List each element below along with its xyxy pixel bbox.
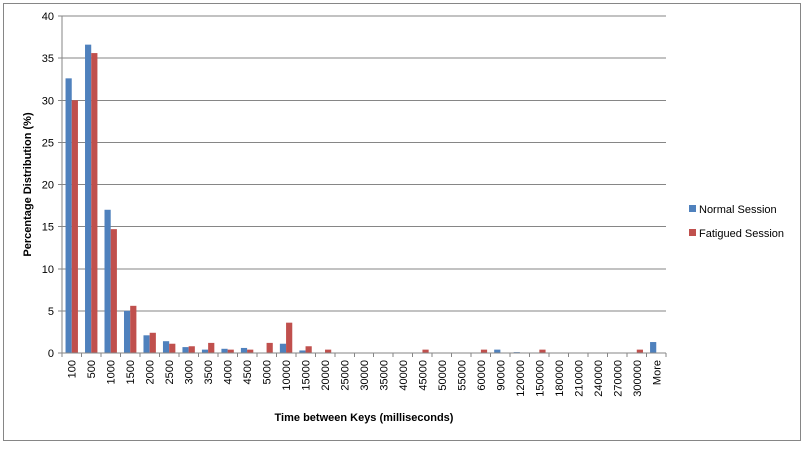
x-tick-labels: 100 500 1000 1500 2000 2500 3000 3500 4000 4500 50… — [61, 353, 667, 397]
bar-fatigued-1000 — [110, 229, 117, 353]
y-tick-label: 35 — [42, 53, 54, 65]
x-tick-label: More — [651, 360, 663, 385]
x-tick-label: 1000 — [106, 360, 118, 384]
legend-swatch-fatigued-session — [689, 229, 696, 236]
bar-fatigued-60000 — [480, 349, 488, 353]
bar-fatigued-5000 — [266, 342, 273, 353]
gridlines — [62, 15, 666, 312]
x-tick-label: 2000 — [145, 360, 157, 384]
x-tick-label: 50000 — [437, 360, 449, 391]
bar-fatigued-20000 — [325, 349, 332, 353]
x-tick-label: 3000 — [184, 360, 196, 384]
bar-normal-3500 — [201, 349, 209, 353]
y-tick-label: 10 — [42, 264, 54, 276]
bar-fatigued-3500 — [208, 342, 215, 353]
x-tick-label: 55000 — [456, 360, 468, 391]
bar-normal-More — [650, 342, 657, 353]
bar-normal-90000 — [494, 349, 501, 353]
bar-fatigued-4500 — [247, 349, 254, 353]
bar-fatigued-3000 — [188, 346, 195, 353]
bar-normal-2000 — [143, 335, 150, 353]
x-axis-title: Time between Keys (milliseconds) — [275, 412, 454, 424]
x-tick-label: 90000 — [495, 360, 507, 391]
y-tick-label: 30 — [42, 95, 54, 107]
bar-fatigued-45000 — [422, 349, 429, 353]
bar-normal-1000 — [104, 209, 111, 353]
legend-label-fatigued-session: Fatigued Session — [699, 228, 784, 240]
bar-normal-2500 — [162, 341, 170, 353]
bar-normal-15000 — [299, 350, 306, 353]
y-tick-label: 5 — [48, 306, 54, 318]
x-tick-label: 5000 — [262, 360, 274, 384]
y-axis-title: Percentage Distribution (%) — [22, 112, 34, 257]
x-tick-label: 300000 — [632, 360, 644, 397]
bar-normal-100 — [65, 78, 72, 353]
x-tick-label: 20000 — [320, 360, 332, 391]
x-tick-label: 150000 — [534, 360, 546, 397]
x-tick-label: 4500 — [242, 360, 254, 384]
x-tick-label: 15000 — [301, 360, 313, 391]
x-tick-label: 1500 — [125, 360, 137, 384]
bar-fatigued-1500 — [130, 305, 137, 353]
y-tick-label: 25 — [42, 137, 54, 149]
bar-normal-4000 — [221, 348, 228, 353]
x-tick-label: 35000 — [378, 360, 390, 391]
bar-normal-10000 — [279, 343, 287, 353]
bar-fatigued-2500 — [169, 343, 176, 353]
x-tick-label: 180000 — [554, 360, 566, 397]
x-tick-label: 120000 — [515, 360, 527, 397]
x-tick-label: 500 — [86, 360, 98, 378]
bar-fatigued-10000 — [286, 322, 293, 353]
bar-fatigued-150000 — [539, 349, 546, 353]
bar-fatigued-4000 — [227, 349, 234, 353]
x-tick-label: 3500 — [203, 360, 215, 384]
legend: Normal Session Fatigued Session — [689, 204, 784, 240]
bar-fatigued-100 — [71, 100, 78, 353]
bar-fatigued-2000 — [149, 332, 156, 353]
y-tick-label: 0 — [48, 348, 54, 360]
x-tick-label: 210000 — [573, 360, 585, 397]
bars — [65, 44, 657, 354]
x-tick-label: 2500 — [164, 360, 176, 384]
x-tick-label: 40000 — [398, 360, 410, 391]
x-tick-label: 100 — [67, 360, 79, 378]
bar-normal-4500 — [240, 347, 248, 353]
y-tick-label: 40 — [42, 11, 54, 23]
x-tick-label: 270000 — [612, 360, 624, 397]
chart-frame — [3, 3, 801, 441]
bar-normal-500 — [85, 44, 92, 354]
x-tick-label: 4000 — [223, 360, 235, 384]
legend-swatch-normal-session — [689, 205, 696, 212]
x-tick-label: 60000 — [476, 360, 488, 391]
x-tick-label: 25000 — [340, 360, 352, 391]
bar-normal-3000 — [182, 347, 189, 353]
legend-label-normal-session: Normal Session — [699, 204, 777, 216]
x-tick-label: 30000 — [359, 360, 371, 391]
bar-fatigued-500 — [91, 53, 98, 353]
y-tick-label: 20 — [42, 180, 54, 192]
x-tick-label: 45000 — [417, 360, 429, 391]
y-tick-label: 15 — [42, 222, 54, 234]
y-tick-labels: 0 5 10 15 20 25 30 35 40 — [42, 11, 62, 360]
bar-fatigued-300000 — [636, 349, 643, 353]
x-tick-label: 10000 — [281, 360, 293, 391]
bar-normal-1500 — [123, 310, 131, 353]
bar-fatigued-15000 — [305, 346, 312, 353]
x-tick-label: 240000 — [593, 360, 605, 397]
